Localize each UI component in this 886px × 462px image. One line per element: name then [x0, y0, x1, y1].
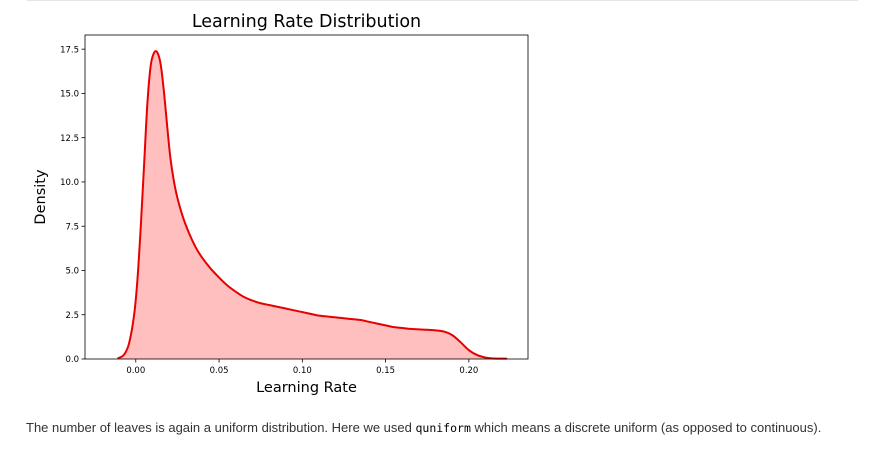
y-tick-label: 15.0: [60, 90, 79, 100]
density-fill-area: [118, 51, 507, 359]
y-tick-label: 0.0: [65, 355, 79, 365]
chart-title: Learning Rate Distribution: [192, 12, 421, 32]
y-tick-label: 5.0: [65, 267, 79, 277]
x-axis-label: Learning Rate: [256, 380, 357, 396]
inline-code: quniform: [415, 421, 471, 435]
explanation-paragraph: The number of leaves is again a uniform …: [26, 418, 858, 438]
x-tick-label: 0.05: [210, 366, 229, 376]
y-tick-label: 10.0: [60, 178, 79, 188]
chart-figure: 0.0 2.5 5.0 7.5 10.0 12.5 15.0 17.5 0.00 0.05 0.1…: [33, 12, 529, 396]
y-tick-label: 12.5: [60, 134, 79, 144]
y-tick-label: 7.5: [65, 222, 79, 232]
paragraph-text-after: which means a discrete uniform (as oppos…: [470, 420, 822, 435]
y-axis-label: Density: [33, 169, 49, 225]
y-tick-label: 17.5: [60, 45, 79, 55]
cell-divider: [27, 0, 858, 1]
y-tick-label: 2.5: [65, 311, 79, 321]
paragraph-text-before: The number of leaves is again a uniform …: [26, 420, 416, 435]
x-tick-label: 0.10: [293, 366, 312, 376]
x-tick-label: 0.20: [459, 366, 478, 376]
density-chart: 0.0 2.5 5.0 7.5 10.0 12.5 15.0 17.5 0.00 0.05 0.1…: [33, 12, 529, 396]
plot-frame: [84, 34, 529, 360]
x-tick-label: 0.00: [126, 366, 145, 376]
x-tick-label: 0.15: [376, 366, 395, 376]
density-line: [117, 50, 508, 360]
